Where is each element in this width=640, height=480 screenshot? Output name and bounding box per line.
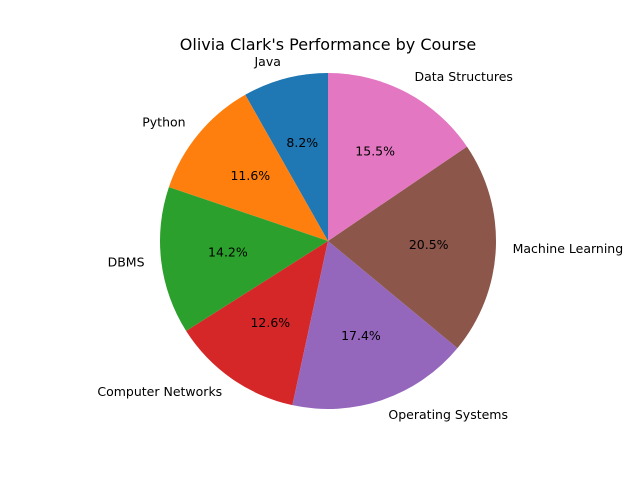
- slice-label: Java: [254, 54, 281, 69]
- pie-slice-computer-networks: [186, 241, 328, 406]
- slice-percent-label: 17.4%: [341, 328, 381, 343]
- slice-percent-label: 14.2%: [208, 245, 248, 260]
- pie-slice-machine-learning: [328, 146, 496, 349]
- pie-slice-java: [245, 73, 328, 241]
- slice-percent-label: 15.5%: [355, 143, 395, 158]
- slice-percent-label: 20.5%: [409, 237, 449, 252]
- pie-slice-operating-systems: [292, 241, 458, 409]
- slice-label: Computer Networks: [97, 384, 222, 399]
- slice-percent-label: 8.2%: [286, 135, 318, 150]
- slice-percent-label: 11.6%: [230, 168, 270, 183]
- slice-label: Machine Learning: [513, 241, 624, 256]
- slice-label: Data Structures: [414, 69, 512, 84]
- chart-title: Olivia Clark's Performance by Course: [180, 35, 476, 54]
- pie-slices: [160, 73, 496, 409]
- pie-slice-data-structures: [328, 73, 467, 241]
- slice-label: Python: [142, 115, 185, 130]
- slice-label: DBMS: [108, 255, 145, 270]
- pie-labels: Java 8.2% Python 11.6% DBMS 14.2% Computer Net…: [97, 54, 623, 422]
- pie-slice-python: [168, 94, 328, 241]
- pie-slice-dbms: [160, 187, 328, 332]
- slice-percent-label: 12.6%: [250, 315, 290, 330]
- slice-label: Operating Systems: [388, 407, 508, 422]
